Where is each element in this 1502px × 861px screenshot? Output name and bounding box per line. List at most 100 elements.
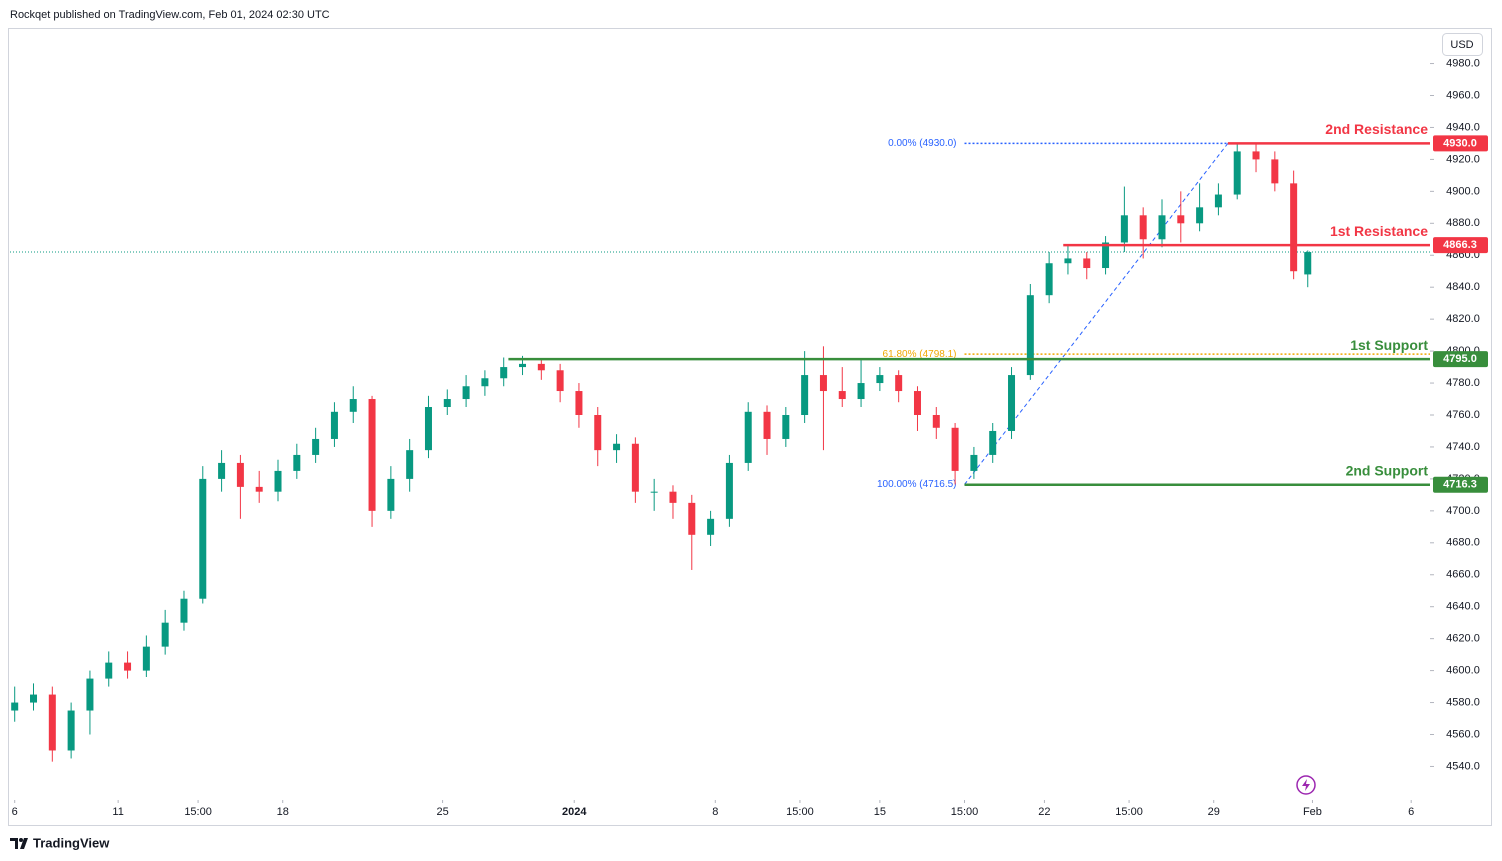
events-icon[interactable] bbox=[1296, 775, 1316, 795]
candle-body bbox=[142, 646, 150, 671]
candle-body bbox=[424, 407, 432, 451]
price-badge-label: 4716.3 bbox=[1443, 479, 1477, 491]
candle-body bbox=[1008, 375, 1016, 431]
y-tick-label: 4920.0 bbox=[1446, 153, 1480, 165]
y-tick-label: 4600.0 bbox=[1446, 665, 1480, 677]
candle-body bbox=[105, 662, 113, 679]
y-tick-label: 4740.0 bbox=[1446, 441, 1480, 453]
y-tick-label: 4540.0 bbox=[1446, 760, 1480, 772]
x-tick-label: 2024 bbox=[562, 806, 587, 818]
currency[interactable]: USD bbox=[1450, 39, 1473, 51]
candle-body bbox=[1177, 215, 1185, 224]
events-bolt bbox=[1302, 779, 1310, 791]
x-tick-label: 22 bbox=[1038, 806, 1050, 818]
candle-body bbox=[462, 386, 470, 400]
price-badge bbox=[1433, 237, 1488, 254]
price-badge bbox=[1433, 351, 1488, 368]
y-tick-label: 4660.0 bbox=[1446, 569, 1480, 581]
candle-body bbox=[688, 502, 696, 535]
candle-body bbox=[1139, 215, 1147, 240]
candle-body bbox=[48, 694, 56, 751]
x-tick-label: 25 bbox=[436, 806, 448, 818]
level-label: 1st Support bbox=[1350, 337, 1428, 353]
candle-body bbox=[124, 662, 132, 671]
candle-body bbox=[1196, 207, 1204, 224]
candle-body bbox=[349, 399, 357, 412]
candle-body bbox=[406, 450, 414, 479]
y-tick-label: 4680.0 bbox=[1446, 537, 1480, 549]
x-tick-label: 15:00 bbox=[786, 806, 814, 818]
y-tick-label: 4840.0 bbox=[1446, 281, 1480, 293]
brand: TradingView bbox=[33, 835, 110, 850]
byline: Rockqet published on TradingView.com, Fe… bbox=[10, 9, 330, 21]
candle-body bbox=[1102, 242, 1110, 269]
candle-body bbox=[989, 430, 997, 455]
price-badge-label: 4866.3 bbox=[1443, 239, 1477, 251]
y-tick-label: 4780.0 bbox=[1446, 377, 1480, 389]
candle-body bbox=[312, 438, 320, 455]
level-label: 2nd Resistance bbox=[1325, 121, 1428, 137]
y-tick-label: 4820.0 bbox=[1446, 313, 1480, 325]
candle-body bbox=[838, 391, 846, 400]
candle-body bbox=[255, 486, 263, 492]
candle-body bbox=[556, 370, 564, 392]
candle-body bbox=[594, 415, 602, 451]
candle-body bbox=[951, 427, 959, 471]
candle-body bbox=[330, 411, 338, 439]
fib-label: 61.80% (4798.1) bbox=[883, 349, 957, 360]
x-tick-label: 6 bbox=[12, 806, 18, 818]
candle-body bbox=[67, 710, 75, 751]
y-tick-label: 4640.0 bbox=[1446, 601, 1480, 613]
y-tick-label: 4580.0 bbox=[1446, 696, 1480, 708]
y-tick-label: 4960.0 bbox=[1446, 89, 1480, 101]
price-badge bbox=[1433, 135, 1488, 152]
chart-frame bbox=[8, 28, 1492, 826]
candle-body bbox=[236, 462, 244, 487]
candle-body bbox=[1271, 159, 1279, 184]
price-badge bbox=[1433, 476, 1488, 493]
candle-body bbox=[1233, 151, 1241, 195]
candle-body bbox=[932, 415, 940, 428]
price-badge-label: 4930.0 bbox=[1443, 137, 1477, 149]
candle-body bbox=[857, 383, 865, 400]
y-tick-label: 4980.0 bbox=[1446, 57, 1480, 69]
candle-body bbox=[443, 399, 451, 408]
candle-body bbox=[725, 462, 733, 519]
candle-body bbox=[1214, 194, 1222, 208]
candle-body bbox=[1083, 258, 1091, 269]
candle-body bbox=[481, 378, 489, 387]
candle-body bbox=[819, 375, 827, 392]
candle-body bbox=[801, 375, 809, 415]
candle-body bbox=[1252, 151, 1260, 160]
candle-body bbox=[1290, 183, 1298, 272]
candle-body bbox=[519, 363, 527, 368]
candle-body bbox=[218, 462, 226, 479]
candle-body bbox=[782, 415, 790, 439]
candle-body bbox=[763, 411, 771, 439]
candle-body bbox=[11, 702, 19, 711]
candle-body bbox=[1045, 263, 1053, 296]
candle-body bbox=[575, 391, 583, 415]
y-tick-label: 4760.0 bbox=[1446, 409, 1480, 421]
candle-body bbox=[970, 454, 978, 471]
candle-body bbox=[913, 391, 921, 415]
candle-body bbox=[1026, 295, 1034, 376]
candle-body bbox=[650, 491, 658, 493]
candle-body bbox=[293, 454, 301, 471]
level-label: 2nd Support bbox=[1346, 463, 1429, 479]
candle-body bbox=[631, 443, 639, 492]
candle-body bbox=[500, 367, 508, 379]
candle-body bbox=[161, 622, 169, 647]
candle-body bbox=[86, 678, 94, 711]
candle-body bbox=[180, 598, 188, 623]
y-tick-label: 4900.0 bbox=[1446, 185, 1480, 197]
candle-body bbox=[895, 375, 903, 392]
price-badge-label: 4795.0 bbox=[1443, 353, 1477, 365]
currency-box[interactable] bbox=[1442, 33, 1483, 56]
fib-label: 0.00% (4930.0) bbox=[888, 138, 956, 149]
x-tick-label: 8 bbox=[712, 806, 718, 818]
x-tick-label: 15 bbox=[874, 806, 886, 818]
candle-body bbox=[274, 470, 282, 492]
candle-body bbox=[387, 478, 395, 511]
